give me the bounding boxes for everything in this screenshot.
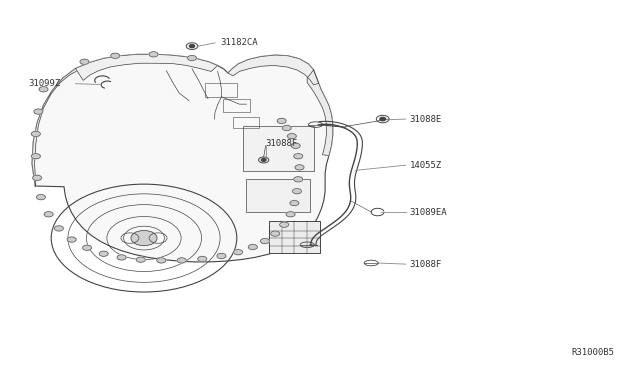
- Circle shape: [380, 118, 385, 121]
- Polygon shape: [32, 58, 104, 186]
- Polygon shape: [76, 54, 218, 80]
- Text: 31099Z: 31099Z: [29, 79, 61, 88]
- Circle shape: [198, 256, 207, 262]
- Polygon shape: [32, 54, 333, 262]
- Circle shape: [33, 175, 42, 180]
- Circle shape: [39, 87, 48, 92]
- Circle shape: [131, 231, 157, 246]
- FancyBboxPatch shape: [269, 221, 320, 253]
- FancyBboxPatch shape: [243, 126, 314, 171]
- Circle shape: [294, 177, 303, 182]
- Bar: [205, 83, 237, 97]
- Circle shape: [36, 195, 45, 200]
- Circle shape: [83, 245, 92, 250]
- Circle shape: [290, 201, 299, 206]
- Text: 31088F: 31088F: [410, 260, 442, 269]
- Circle shape: [54, 226, 63, 231]
- FancyBboxPatch shape: [246, 179, 310, 212]
- Circle shape: [292, 189, 301, 194]
- Polygon shape: [307, 70, 333, 155]
- Circle shape: [280, 222, 289, 227]
- Polygon shape: [228, 55, 319, 85]
- Text: R31000B5: R31000B5: [572, 348, 614, 357]
- Circle shape: [157, 258, 166, 263]
- Circle shape: [31, 131, 40, 137]
- Circle shape: [261, 158, 266, 161]
- Circle shape: [177, 258, 186, 263]
- Text: 31089EA: 31089EA: [410, 208, 447, 217]
- Circle shape: [117, 255, 126, 260]
- Text: 31182CA: 31182CA: [221, 38, 259, 47]
- Circle shape: [149, 52, 158, 57]
- Circle shape: [80, 59, 89, 64]
- Circle shape: [67, 237, 76, 242]
- Circle shape: [44, 212, 53, 217]
- Circle shape: [295, 165, 304, 170]
- Circle shape: [287, 134, 296, 139]
- Circle shape: [189, 45, 195, 48]
- Text: 31088F: 31088F: [266, 139, 298, 148]
- Bar: [233, 117, 259, 128]
- Circle shape: [294, 154, 303, 159]
- Circle shape: [99, 251, 108, 256]
- Circle shape: [291, 143, 300, 148]
- Circle shape: [234, 250, 243, 255]
- Circle shape: [286, 212, 295, 217]
- Circle shape: [271, 231, 280, 236]
- Circle shape: [277, 118, 286, 124]
- Circle shape: [282, 125, 291, 131]
- Circle shape: [248, 244, 257, 250]
- Circle shape: [31, 154, 40, 159]
- Text: 14055Z: 14055Z: [410, 161, 442, 170]
- Bar: [223, 99, 250, 112]
- Circle shape: [217, 253, 226, 259]
- Circle shape: [188, 55, 196, 61]
- Circle shape: [260, 238, 269, 244]
- Circle shape: [136, 257, 145, 262]
- Text: 31088E: 31088E: [410, 115, 442, 124]
- Circle shape: [111, 53, 120, 58]
- Circle shape: [34, 109, 43, 114]
